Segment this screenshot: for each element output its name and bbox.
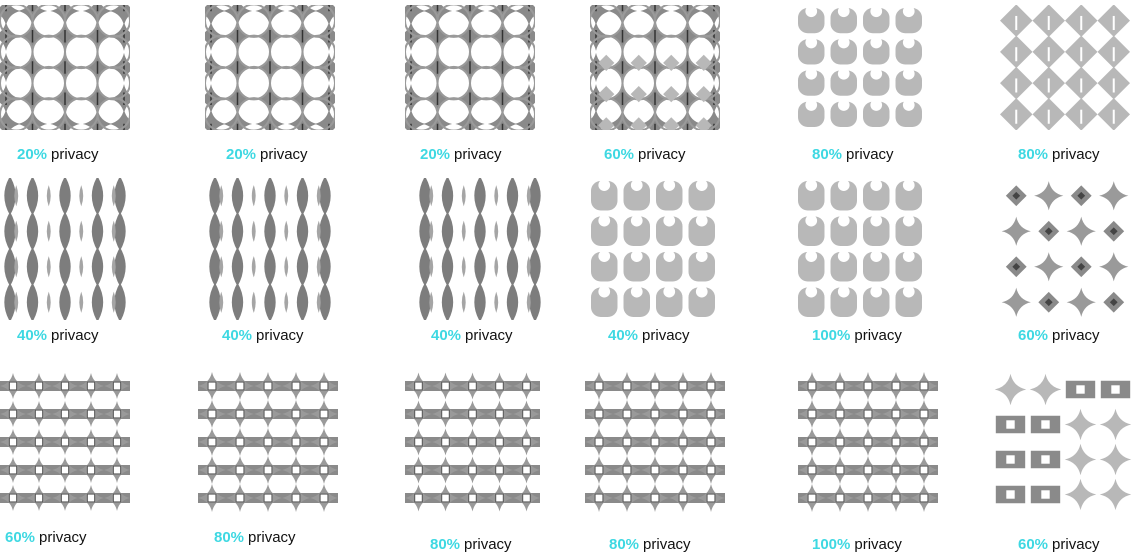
pattern-image <box>591 179 715 317</box>
pattern-tile-r3-c1 <box>0 372 130 512</box>
caption-r3-c4: 80% privacy <box>609 536 691 554</box>
privacy-label: privacy <box>51 327 99 344</box>
privacy-label: privacy <box>854 536 902 553</box>
privacy-label: privacy <box>464 536 512 553</box>
privacy-label: privacy <box>256 327 304 344</box>
privacy-percent: 60% <box>1018 536 1049 553</box>
privacy-percent: 20% <box>17 146 48 163</box>
pattern-tile-r1-c6 <box>1000 5 1130 130</box>
pattern-tile-r3-c6 <box>993 372 1133 512</box>
privacy-label: privacy <box>248 529 296 546</box>
privacy-percent: 60% <box>5 529 36 546</box>
caption-r3-c5: 100% privacy <box>812 536 902 554</box>
caption-r1-c4: 60% privacy <box>604 146 686 164</box>
privacy-percent: 100% <box>812 536 851 553</box>
caption-r2-c2: 40% privacy <box>222 327 304 345</box>
pattern-tile-r2-c3 <box>415 178 545 320</box>
pattern-image <box>4 178 126 320</box>
pattern-tile-r1-c3 <box>405 5 535 130</box>
privacy-percent: 100% <box>812 327 851 344</box>
caption-r1-c6: 80% privacy <box>1018 146 1100 164</box>
pattern-tile-r1-c2 <box>205 5 335 130</box>
pattern-image <box>585 372 725 512</box>
privacy-percent: 80% <box>609 536 640 553</box>
caption-r2-c6: 60% privacy <box>1018 327 1100 345</box>
caption-r1-c1: 20% privacy <box>17 146 99 164</box>
pattern-image <box>994 373 1132 511</box>
pattern-tile-r1-c1 <box>0 5 130 130</box>
privacy-percent: 60% <box>1018 327 1049 344</box>
privacy-percent: 20% <box>226 146 257 163</box>
privacy-label: privacy <box>1052 536 1100 553</box>
privacy-percent: 80% <box>1018 146 1049 163</box>
privacy-label: privacy <box>643 536 691 553</box>
pattern-tile-r3-c5 <box>798 372 938 512</box>
privacy-percent: 40% <box>222 327 253 344</box>
caption-r2-c4: 40% privacy <box>608 327 690 345</box>
pattern-image <box>405 5 535 130</box>
caption-r3-c3: 80% privacy <box>430 536 512 554</box>
caption-r1-c5: 80% privacy <box>812 146 894 164</box>
pattern-tile-r1-c4 <box>590 5 720 130</box>
privacy-percent: 40% <box>17 327 48 344</box>
privacy-percent: 40% <box>608 327 639 344</box>
pattern-image <box>798 5 922 127</box>
privacy-percent: 60% <box>604 146 635 163</box>
pattern-tile-r3-c4 <box>585 372 725 512</box>
privacy-label: privacy <box>51 146 99 163</box>
privacy-label: privacy <box>454 146 502 163</box>
pattern-tile-r3-c3 <box>405 372 540 512</box>
pattern-tile-r2-c1 <box>0 178 130 320</box>
privacy-label: privacy <box>638 146 686 163</box>
caption-r2-c5: 100% privacy <box>812 327 902 345</box>
privacy-label: privacy <box>1052 146 1100 163</box>
pattern-tile-r2-c5 <box>795 178 925 320</box>
pattern-image <box>198 372 338 512</box>
pattern-image <box>405 372 540 512</box>
pattern-image <box>419 178 541 320</box>
pattern-image <box>209 178 331 320</box>
caption-r1-c3: 20% privacy <box>420 146 502 164</box>
pattern-image <box>0 373 130 511</box>
caption-r3-c2: 80% privacy <box>214 529 296 547</box>
privacy-label: privacy <box>39 529 87 546</box>
pattern-tile-r1-c5 <box>795 5 925 130</box>
pattern-image <box>798 179 922 317</box>
privacy-percent: 80% <box>430 536 461 553</box>
pattern-tile-r3-c2 <box>198 372 338 512</box>
pattern-image <box>0 5 130 130</box>
privacy-percent: 40% <box>431 327 462 344</box>
privacy-percent: 20% <box>420 146 451 163</box>
pattern-image <box>1001 181 1129 317</box>
pattern-image <box>205 5 335 130</box>
pattern-tile-r2-c6 <box>1000 178 1130 320</box>
privacy-label: privacy <box>642 327 690 344</box>
pattern-image <box>590 5 720 130</box>
pattern-image <box>798 372 938 512</box>
privacy-label: privacy <box>465 327 513 344</box>
pattern-tile-r2-c2 <box>205 178 335 320</box>
privacy-label: privacy <box>260 146 308 163</box>
caption-r3-c6: 60% privacy <box>1018 536 1100 554</box>
caption-r3-c1: 60% privacy <box>5 529 87 547</box>
privacy-label: privacy <box>846 146 894 163</box>
caption-r1-c2: 20% privacy <box>226 146 308 164</box>
caption-r2-c3: 40% privacy <box>431 327 513 345</box>
privacy-percent: 80% <box>214 529 245 546</box>
privacy-percent: 80% <box>812 146 843 163</box>
privacy-label: privacy <box>1052 327 1100 344</box>
caption-r2-c1: 40% privacy <box>17 327 99 345</box>
privacy-label: privacy <box>854 327 902 344</box>
pattern-image <box>1000 5 1130 130</box>
pattern-tile-r2-c4 <box>588 178 718 320</box>
